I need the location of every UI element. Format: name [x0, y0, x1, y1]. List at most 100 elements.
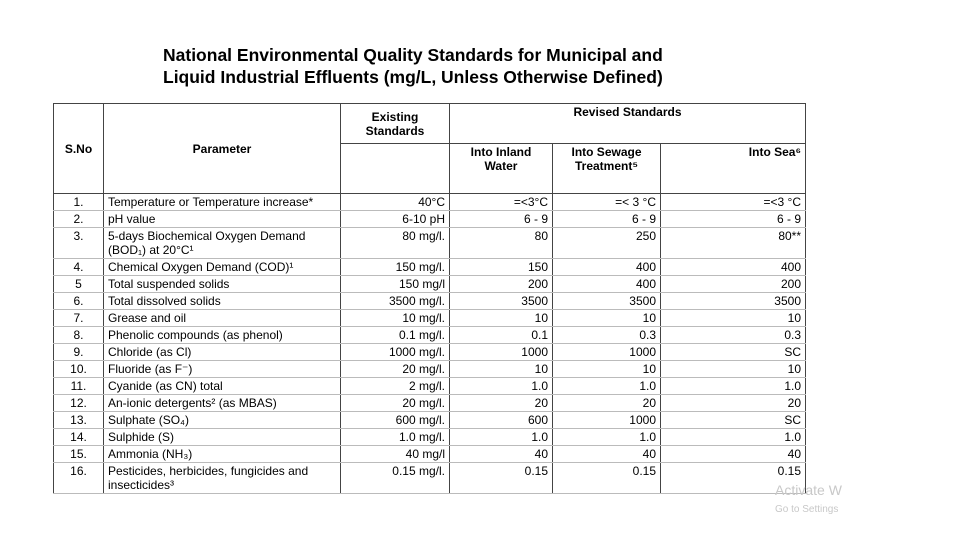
- table-cell: 1.0: [660, 377, 806, 395]
- table-row: 12. An-ionic detergents² (as MBAS) 20 mg/l…: [53, 394, 806, 412]
- table-cell: 20 mg/l.: [340, 360, 450, 378]
- table-cell: Total suspended solids: [103, 275, 341, 293]
- table-cell: 11.: [53, 377, 104, 395]
- table-cell: 3500: [660, 292, 806, 310]
- table-cell: 20: [660, 394, 806, 412]
- table-cell: 600: [449, 411, 553, 429]
- table-cell: 10 mg/l.: [340, 309, 450, 327]
- table-row: 5 Total suspended solids 150 mg/l 200 400 200: [53, 275, 806, 293]
- table-row: 15. Ammonia (NH₃) 40 mg/l 40 40 40: [53, 445, 806, 463]
- table-cell: 12.: [53, 394, 104, 412]
- table-body: 1. Temperature or Temperature increase* 40…: [53, 193, 806, 494]
- header-cell: Parameter: [103, 103, 341, 194]
- table-cell: 1000: [552, 411, 661, 429]
- table-cell: 6 - 9: [660, 210, 806, 228]
- table-cell: 5: [53, 275, 104, 293]
- table-row: 1. Temperature or Temperature increase* 40…: [53, 193, 806, 211]
- title: National Environmental Quality Standards…: [163, 44, 663, 88]
- table-cell: 600 mg/l.: [340, 411, 450, 429]
- table-cell: Temperature or Temperature increase*: [103, 193, 341, 211]
- table-cell: Grease and oil: [103, 309, 341, 327]
- table-row: 7. Grease and oil 10 mg/l. 10 10 10: [53, 309, 806, 327]
- table-cell: 10: [449, 309, 553, 327]
- table-cell: 6 - 9: [552, 210, 661, 228]
- table-cell: Sulphate (SO₄): [103, 411, 341, 429]
- table-cell: 10: [552, 309, 661, 327]
- table-cell: 40: [660, 445, 806, 463]
- table-cell: 150 mg/l.: [340, 258, 450, 276]
- table-cell: SC: [660, 343, 806, 361]
- table-cell: 16.: [53, 462, 104, 494]
- table-cell: Cyanide (as CN) total: [103, 377, 341, 395]
- header-cell: Existing Standards: [340, 103, 450, 144]
- table-cell: 14.: [53, 428, 104, 446]
- table-cell: 0.15 mg/l.: [340, 462, 450, 494]
- table-cell: 1.0 mg/l.: [340, 428, 450, 446]
- table-cell: 10: [660, 309, 806, 327]
- table-cell: 15.: [53, 445, 104, 463]
- table-cell: 10: [552, 360, 661, 378]
- table-cell: =<3°C: [449, 193, 553, 211]
- table-cell: =< 3 °C: [552, 193, 661, 211]
- table-row: 11. Cyanide (as CN) total 2 mg/l. 1.0 1.0 1.0: [53, 377, 806, 395]
- table-cell: 1.0: [552, 428, 661, 446]
- table-cell: 6.: [53, 292, 104, 310]
- title-line: National Environmental Quality Standards…: [163, 45, 663, 65]
- table-cell: 8.: [53, 326, 104, 344]
- table-cell: 400: [552, 275, 661, 293]
- table-cell: An-ionic detergents² (as MBAS): [103, 394, 341, 412]
- table-cell: =<3 °C: [660, 193, 806, 211]
- table-row: 3. 5-days Biochemical Oxygen Demand (BOD₁…: [53, 227, 806, 259]
- table-row: 13. Sulphate (SO₄) 600 mg/l. 600 1000 SC: [53, 411, 806, 429]
- table-cell: 40: [449, 445, 553, 463]
- header-cell: Into Sea⁶: [660, 143, 806, 194]
- table-cell: 200: [660, 275, 806, 293]
- table-cell: 2 mg/l.: [340, 377, 450, 395]
- table-cell: 150: [449, 258, 553, 276]
- table-cell: Chloride (as Cl): [103, 343, 341, 361]
- table-cell: 20 mg/l.: [340, 394, 450, 412]
- table-row: 4. Chemical Oxygen Demand (COD)¹ 150 mg/l.…: [53, 258, 806, 276]
- table-cell: 6-10 pH: [340, 210, 450, 228]
- table-cell: 1.0: [660, 428, 806, 446]
- table-cell: 0.3: [552, 326, 661, 344]
- table-cell: Sulphide (S): [103, 428, 341, 446]
- table-cell: 1000: [449, 343, 553, 361]
- table-cell: 150 mg/l: [340, 275, 450, 293]
- table-cell: 3.: [53, 227, 104, 259]
- table-cell: 1000: [552, 343, 661, 361]
- table-cell: 3500: [552, 292, 661, 310]
- table-cell: 9.: [53, 343, 104, 361]
- table-cell: 200: [449, 275, 553, 293]
- header-cell: Revised Standards: [449, 103, 806, 144]
- table-cell: Ammonia (NH₃): [103, 445, 341, 463]
- table-cell: 1.0: [449, 377, 553, 395]
- table-cell: 1.0: [552, 377, 661, 395]
- table-cell: Fluoride (as F⁻): [103, 360, 341, 378]
- table-cell: 0.15: [660, 462, 806, 494]
- header-cell: S.No: [53, 103, 104, 194]
- table-cell: 0.3: [660, 326, 806, 344]
- table-cell: 7.: [53, 309, 104, 327]
- table-row: 16. Pesticides, herbicides, fungicides an…: [53, 462, 806, 494]
- standards-table: S.No Parameter Existing Standards Revise…: [53, 103, 806, 494]
- table-cell: 4.: [53, 258, 104, 276]
- table-cell: 13.: [53, 411, 104, 429]
- table-cell: 40: [552, 445, 661, 463]
- table-cell: Pesticides, herbicides, fungicides and i…: [103, 462, 341, 494]
- title-line: Liquid Industrial Effluents (mg/L, Unles…: [163, 67, 663, 87]
- table-cell: 1.: [53, 193, 104, 211]
- table-cell: 10.: [53, 360, 104, 378]
- table-cell: 10: [449, 360, 553, 378]
- table-cell: 2.: [53, 210, 104, 228]
- table-cell: Phenolic compounds (as phenol): [103, 326, 341, 344]
- table-cell: 20: [552, 394, 661, 412]
- header-cell: Into Sewage Treatment⁵: [552, 143, 661, 194]
- table-cell: 20: [449, 394, 553, 412]
- table-row: 8. Phenolic compounds (as phenol) 0.1 mg/l…: [53, 326, 806, 344]
- table-cell: 0.15: [449, 462, 553, 494]
- table-row: 10. Fluoride (as F⁻) 20 mg/l. 10 10 10: [53, 360, 806, 378]
- table-row: 14. Sulphide (S) 1.0 mg/l. 1.0 1.0 1.0: [53, 428, 806, 446]
